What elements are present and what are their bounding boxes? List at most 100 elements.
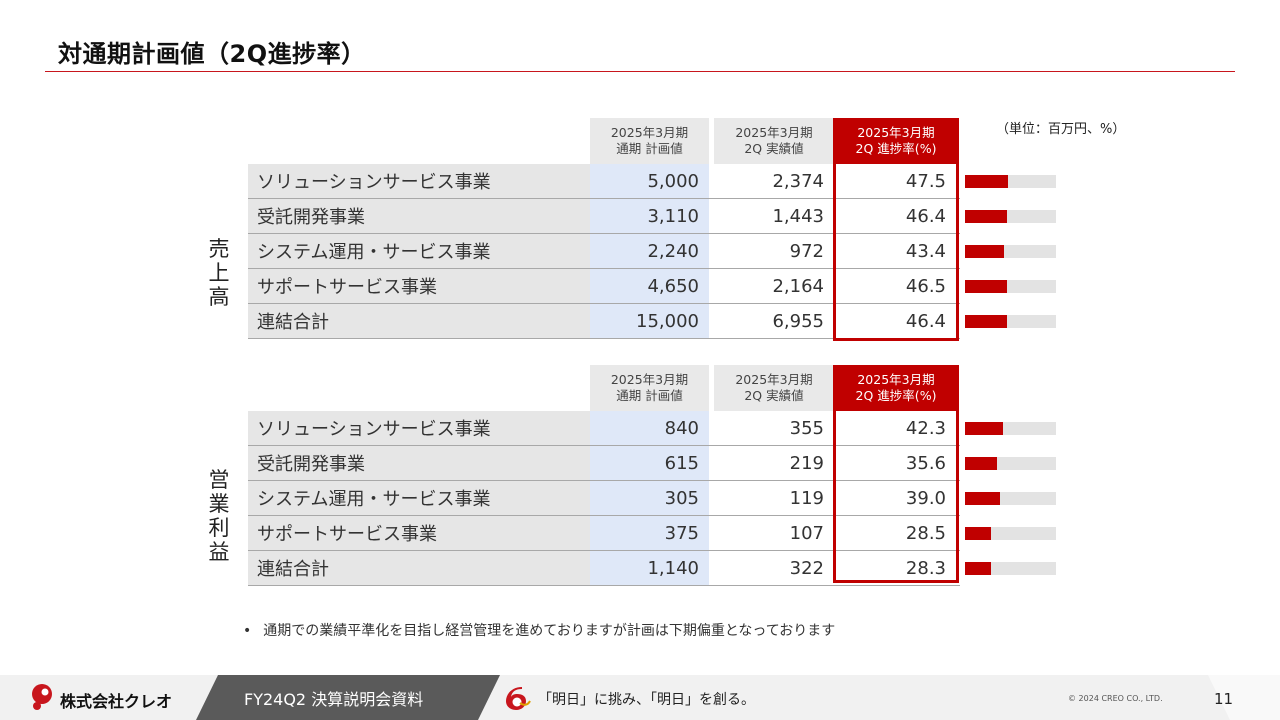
progress-bar-track: [965, 457, 1056, 470]
segment-name: システム運用・サービス事業: [248, 234, 590, 268]
plan-value: 5,000: [590, 164, 709, 198]
page-number: 11: [1214, 690, 1234, 708]
actual-value: 2,374: [709, 164, 834, 198]
progress-rate: 46.4: [834, 304, 958, 338]
progress-rate: 47.5: [834, 164, 958, 198]
sales-table: 2025年3月期 通期 計画値 2025年3月期 2Q 実績値 2025年3月期 2Q…: [248, 118, 960, 340]
header-rate: 2025年3月期 2Q 進捗率(%): [834, 118, 958, 164]
anniversary-logo-icon: [506, 687, 531, 710]
table-row: 連結合計 1,140 322 28.3: [248, 551, 960, 586]
progress-rate: 28.3: [834, 551, 958, 585]
progress-rate: 28.5: [834, 516, 958, 550]
actual-value: 2,164: [709, 269, 834, 303]
header-actual: 2025年3月期 2Q 実績値: [714, 118, 834, 164]
section-label-char: 上: [208, 261, 230, 285]
progress-bar-fill: [965, 562, 991, 575]
progress-bar-track: [965, 422, 1056, 435]
plan-value: 1,140: [590, 551, 709, 585]
progress-rate: 43.4: [834, 234, 958, 268]
actual-value: 1,443: [709, 199, 834, 233]
section-label-char: 営: [208, 468, 230, 492]
bullet: •: [243, 623, 252, 639]
progress-bar-track: [965, 210, 1056, 223]
table-row: サポートサービス事業 375 107 28.5: [248, 516, 960, 551]
progress-bar-fill: [965, 457, 997, 470]
section-label-char: 業: [208, 492, 230, 516]
footer-title-band: [196, 675, 1280, 720]
segment-name: 連結合計: [248, 551, 590, 585]
progress-bar-fill: [965, 175, 1008, 188]
table-row: 連結合計 15,000 6,955 46.4: [248, 304, 960, 339]
header-plan: 2025年3月期 通期 計画値: [590, 118, 709, 164]
progress-rate: 39.0: [834, 481, 958, 515]
deck-title: FY24Q2 決算説明会資料: [244, 690, 424, 709]
progress-bar-track: [965, 175, 1056, 188]
progress-rate: 46.4: [834, 199, 958, 233]
segment-name: 受託開発事業: [248, 199, 590, 233]
plan-value: 375: [590, 516, 709, 550]
segment-name: ソリューションサービス事業: [248, 164, 590, 198]
section-label-sales: 売上高: [204, 237, 234, 309]
progress-bar-track: [965, 527, 1056, 540]
segment-name: 受託開発事業: [248, 446, 590, 480]
company-name: 株式会社クレオ: [60, 692, 173, 711]
plan-value: 840: [590, 411, 709, 445]
actual-value: 107: [709, 516, 834, 550]
actual-value: 322: [709, 551, 834, 585]
progress-rate: 35.6: [834, 446, 958, 480]
table-row: システム運用・サービス事業 305 119 39.0: [248, 481, 960, 516]
copyright: © 2024 CREO CO., LTD.: [1068, 694, 1163, 703]
plan-value: 2,240: [590, 234, 709, 268]
progress-bar-fill: [965, 280, 1007, 293]
plan-value: 3,110: [590, 199, 709, 233]
actual-value: 219: [709, 446, 834, 480]
table-row: ソリューションサービス事業 5,000 2,374 47.5: [248, 164, 960, 199]
progress-bar-track: [965, 315, 1056, 328]
actual-value: 355: [709, 411, 834, 445]
footnote: • 通期での業績平準化を目指し経営管理を進めておりますが計画は下期偏重となっており…: [243, 620, 835, 640]
plan-value: 305: [590, 481, 709, 515]
progress-bar-track: [965, 245, 1056, 258]
progress-rate: 42.3: [834, 411, 958, 445]
segment-name: サポートサービス事業: [248, 516, 590, 550]
operating-profit-table: 2025年3月期 通期 計画値 2025年3月期 2Q 実績値 2025年3月期 2Q…: [248, 365, 960, 586]
segment-name: ソリューションサービス事業: [248, 411, 590, 445]
section-label-char: 利: [208, 516, 230, 540]
progress-bar-track: [965, 492, 1056, 505]
header-rate: 2025年3月期 2Q 進捗率(%): [834, 365, 958, 411]
progress-bar-fill: [965, 492, 1000, 505]
table-row: ソリューションサービス事業 840 355 42.3: [248, 411, 960, 446]
title-rule: [45, 71, 1235, 72]
table-row: 受託開発事業 615 219 35.6: [248, 446, 960, 481]
progress-bar-fill: [965, 210, 1007, 223]
slogan: 「明日」に挑み、「明日」を創る。: [538, 692, 755, 708]
segment-name: システム運用・サービス事業: [248, 481, 590, 515]
section-label-char: 高: [208, 285, 230, 309]
progress-bar-fill: [965, 527, 991, 540]
slide-title: 対通期計画値（2Q進捗率）: [58, 40, 366, 68]
plan-value: 15,000: [590, 304, 709, 338]
segment-name: サポートサービス事業: [248, 269, 590, 303]
actual-value: 119: [709, 481, 834, 515]
section-label-char: 益: [208, 540, 230, 564]
progress-bar-track: [965, 280, 1056, 293]
plan-value: 615: [590, 446, 709, 480]
section-label-char: 売: [208, 237, 230, 261]
header-plan: 2025年3月期 通期 計画値: [590, 365, 709, 411]
actual-value: 6,955: [709, 304, 834, 338]
progress-bar-fill: [965, 315, 1007, 328]
table-row: サポートサービス事業 4,650 2,164 46.5: [248, 269, 960, 304]
unit-note: （単位：百万円、%）: [996, 122, 1126, 137]
progress-rate: 46.5: [834, 269, 958, 303]
actual-value: 972: [709, 234, 834, 268]
footnote-text: 通期での業績平準化を目指し経営管理を進めておりますが計画は下期偏重となっておりま…: [263, 623, 836, 639]
creo-logo-icon: [32, 684, 52, 710]
plan-value: 4,650: [590, 269, 709, 303]
table-row: システム運用・サービス事業 2,240 972 43.4: [248, 234, 960, 269]
table-row: 受託開発事業 3,110 1,443 46.4: [248, 199, 960, 234]
segment-name: 連結合計: [248, 304, 590, 338]
progress-bar-track: [965, 562, 1056, 575]
progress-bar-fill: [965, 245, 1004, 258]
section-label-operating-profit: 営業利益: [204, 468, 234, 564]
header-actual: 2025年3月期 2Q 実績値: [714, 365, 834, 411]
